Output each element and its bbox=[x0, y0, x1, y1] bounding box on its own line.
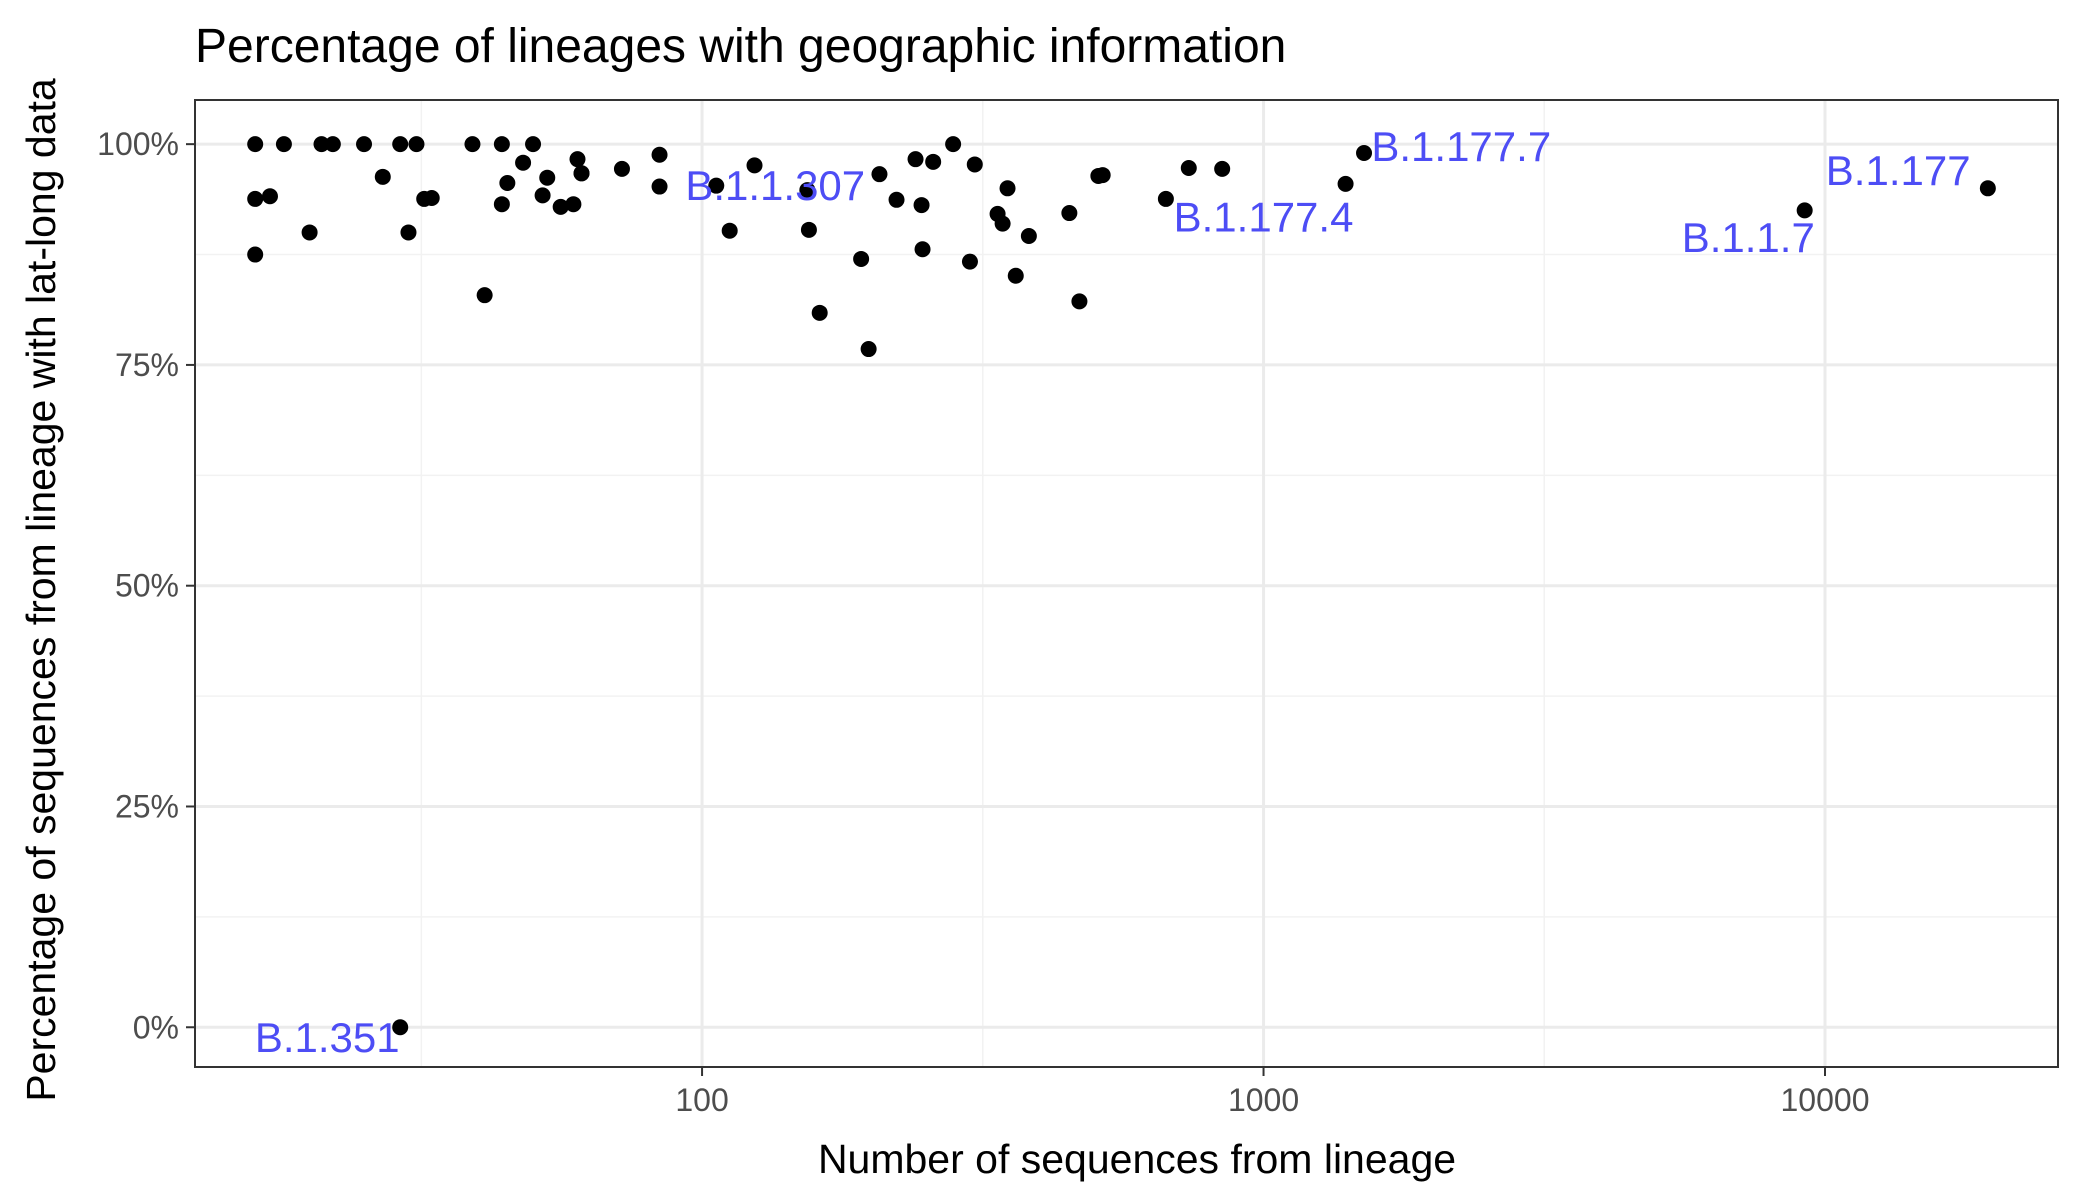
y-tick-label: 50% bbox=[115, 568, 179, 604]
x-axis: 100 1000 10000 bbox=[675, 1067, 1869, 1118]
data-point bbox=[1061, 205, 1078, 222]
data-point bbox=[552, 198, 569, 215]
panel-border bbox=[194, 99, 2059, 1068]
data-point bbox=[423, 190, 440, 207]
data-point bbox=[408, 136, 425, 153]
annotation-label: B.1.1.307 bbox=[685, 162, 865, 209]
data-point bbox=[476, 287, 493, 304]
annotation-label: B.1.351 bbox=[255, 1014, 400, 1061]
points-layer bbox=[247, 136, 1996, 1036]
data-point bbox=[1979, 180, 1996, 197]
data-point bbox=[853, 250, 870, 267]
data-point bbox=[356, 136, 373, 153]
data-point bbox=[275, 136, 292, 153]
data-point bbox=[888, 191, 905, 208]
data-point bbox=[247, 136, 264, 153]
data-point bbox=[247, 246, 264, 263]
x-tick-label: 1000 bbox=[1228, 1082, 1299, 1118]
data-point bbox=[324, 136, 341, 153]
data-point bbox=[871, 166, 888, 183]
data-point bbox=[708, 177, 725, 194]
data-point bbox=[1214, 160, 1231, 177]
y-tick-label: 0% bbox=[133, 1009, 179, 1045]
data-point bbox=[811, 304, 828, 321]
data-point bbox=[374, 168, 391, 185]
data-point bbox=[721, 222, 738, 239]
data-point bbox=[800, 221, 817, 238]
y-axis: 0% 25% 50% 75% 100% bbox=[97, 126, 195, 1045]
data-point bbox=[1180, 159, 1197, 176]
data-point bbox=[961, 253, 978, 270]
data-point bbox=[392, 1019, 409, 1036]
data-point bbox=[493, 136, 510, 153]
grid-layer bbox=[195, 100, 2058, 1067]
annotation-label: B.1.177.4 bbox=[1174, 194, 1354, 241]
data-point bbox=[392, 136, 409, 153]
data-point bbox=[994, 215, 1011, 232]
data-point bbox=[525, 136, 542, 153]
data-point bbox=[925, 153, 942, 170]
data-point bbox=[651, 146, 668, 163]
data-point bbox=[499, 175, 516, 192]
data-point bbox=[539, 169, 556, 186]
annotation-label: B.1.1.7 bbox=[1682, 214, 1815, 261]
data-point bbox=[945, 136, 962, 153]
data-point bbox=[569, 151, 586, 168]
data-point bbox=[464, 136, 481, 153]
data-point bbox=[1007, 267, 1024, 284]
data-point bbox=[860, 341, 877, 358]
annotation-label: B.1.177 bbox=[1826, 147, 1971, 194]
data-point bbox=[1796, 202, 1813, 219]
data-point bbox=[1020, 227, 1037, 244]
y-tick-label: 25% bbox=[115, 788, 179, 824]
data-point bbox=[1157, 190, 1174, 207]
data-point bbox=[966, 156, 983, 173]
data-point bbox=[999, 180, 1016, 197]
data-point bbox=[573, 165, 590, 182]
data-point bbox=[651, 178, 668, 195]
data-point bbox=[1094, 167, 1111, 184]
annotation-label: B.1.177.7 bbox=[1371, 123, 1551, 170]
x-tick-label: 100 bbox=[675, 1082, 728, 1118]
y-tick-label: 100% bbox=[97, 126, 179, 162]
data-point bbox=[313, 136, 330, 153]
data-point bbox=[1356, 144, 1373, 161]
x-axis-title: Number of sequences from lineage bbox=[818, 1136, 1456, 1182]
chart-title: Percentage of lineages with geographic i… bbox=[195, 20, 1286, 73]
data-point bbox=[565, 196, 582, 213]
data-point bbox=[493, 196, 510, 213]
x-tick-label: 10000 bbox=[1781, 1082, 1870, 1118]
y-axis-title: Percentage of sequences from lineage wit… bbox=[18, 78, 64, 1102]
data-point bbox=[1337, 175, 1354, 192]
data-point bbox=[1071, 293, 1088, 310]
data-point bbox=[746, 157, 763, 174]
data-point bbox=[534, 187, 551, 204]
data-point bbox=[914, 241, 931, 258]
y-tick-label: 75% bbox=[115, 347, 179, 383]
data-point bbox=[613, 160, 630, 177]
data-point bbox=[799, 182, 816, 199]
data-point bbox=[400, 224, 417, 241]
data-point bbox=[301, 224, 318, 241]
data-point bbox=[913, 197, 930, 214]
annotation-layer: B.1.1.307 B.1.177.4 B.1.177.7 B.1.177B.1.1.… bbox=[255, 123, 1971, 1061]
data-point bbox=[515, 154, 532, 171]
data-point bbox=[907, 151, 924, 168]
data-point bbox=[247, 190, 264, 207]
data-point bbox=[261, 188, 278, 205]
